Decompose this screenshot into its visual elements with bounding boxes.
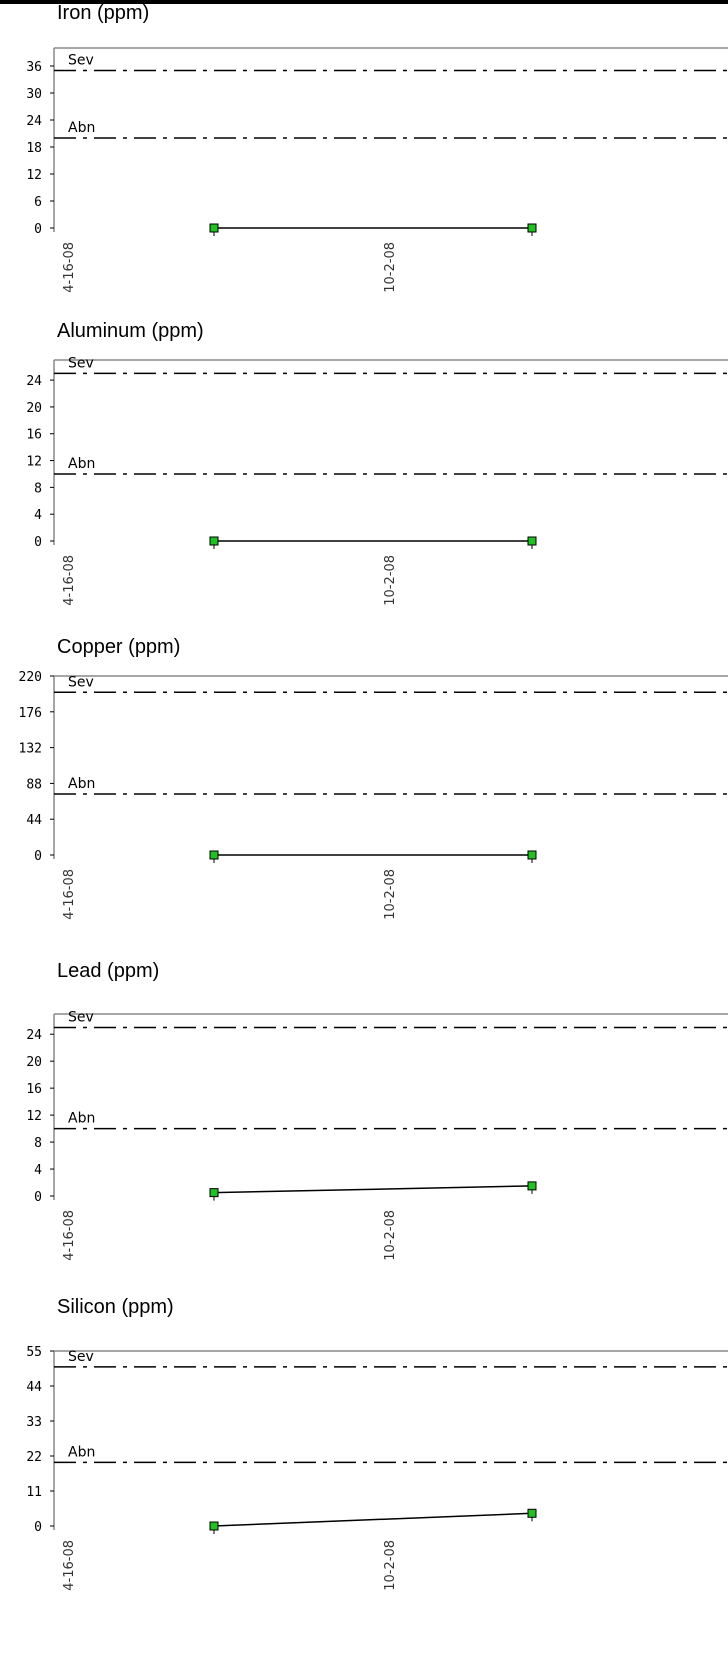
y-tick-label: 20: [26, 401, 42, 416]
y-tick-label: 0: [34, 1520, 42, 1535]
aluminum-chart: 0 4 8 12 16 20 24 Sev Abn 4-16-08 10-2-08: [26, 355, 728, 606]
x-tick-label: 10-2-08: [383, 1210, 398, 1261]
y-tick-label: 0: [34, 849, 42, 864]
y-tick-label: 4: [34, 508, 42, 523]
y-tick-label: 30: [26, 87, 42, 102]
data-point: [209, 850, 219, 860]
limit-label-sev: Sev: [68, 1349, 94, 1365]
y-tick-label: 4: [34, 1163, 42, 1178]
silicon-chart-panel: Silicon (ppm) 0 11 22 33 44 55 Sev Abn 4-16-08 10…: [0, 1290, 728, 1616]
limit-label-abn: Abn: [68, 776, 95, 792]
silicon-chart: 0 11 22 33 44 55 Sev Abn 4-16-08 10-2-08: [26, 1345, 728, 1591]
y-tick-label: 88: [26, 777, 42, 792]
x-tick-label: 4-16-08: [62, 869, 77, 920]
y-tick-label: 16: [26, 1082, 42, 1097]
x-tick-label: 10-2-08: [383, 1540, 398, 1591]
y-tick-label: 11: [26, 1485, 42, 1500]
x-tick-label: 10-2-08: [383, 869, 398, 920]
series-line: [213, 1185, 533, 1194]
y-tick-label: 6: [34, 195, 42, 210]
series-line: [213, 1512, 533, 1527]
y-tick-label: 0: [34, 535, 42, 550]
aluminum-chart-panel: Aluminum (ppm) 0 4 8 12 16 20 24 Sev Abn 4-16-08 1…: [0, 312, 728, 638]
limit-label-abn: Abn: [68, 456, 95, 472]
data-point: [527, 1181, 537, 1191]
iron-chart: 0 6 12 18 24 30 36 Sev Abn 4-16-08 10-2-08: [26, 47, 728, 293]
y-tick-label: 8: [34, 481, 42, 496]
y-tick-label: 24: [26, 374, 42, 389]
y-tick-label: 132: [19, 742, 42, 757]
chart-title: Aluminum (ppm): [57, 320, 204, 342]
y-tick-label: 55: [26, 1345, 42, 1360]
limit-label-abn: Abn: [68, 1111, 95, 1127]
x-tick-label: 4-16-08: [62, 242, 77, 293]
y-tick-label: 24: [26, 1028, 42, 1043]
x-tick-label: 4-16-08: [62, 1210, 77, 1261]
y-tick-label: 16: [26, 428, 42, 443]
y-tick-label: 18: [26, 141, 42, 156]
y-tick-label: 24: [26, 114, 42, 129]
top-border: [0, 0, 728, 4]
copper-chart: 0 44 88 132 176 220 Sev Abn 4-16-08 10-2-08: [19, 670, 728, 920]
x-tick-label: 10-2-08: [383, 242, 398, 293]
y-tick-label: 22: [26, 1450, 42, 1465]
data-point: [209, 1521, 219, 1531]
chart-title: Copper (ppm): [57, 636, 181, 658]
y-tick-label: 8: [34, 1136, 42, 1151]
x-tick-label: 10-2-08: [383, 555, 398, 606]
data-point: [527, 850, 537, 860]
lead-chart: 0 4 8 12 16 20 24 Sev Abn 4-16-08 10-2-08: [26, 1009, 728, 1261]
iron-chart-panel: Iron (ppm) 0 6 12 18 24 30 36 Sev Abn 4-16-08 10-2…: [0, 0, 728, 326]
y-tick-label: 12: [26, 455, 42, 470]
data-point: [527, 536, 537, 546]
limit-label-abn: Abn: [68, 1444, 95, 1460]
limit-label-sev: Sev: [68, 674, 94, 690]
chart-title: Lead (ppm): [57, 960, 160, 982]
data-point: [527, 223, 537, 233]
x-tick-label: 4-16-08: [62, 555, 77, 606]
limit-label-sev: Sev: [68, 53, 94, 69]
chart-title: Iron (ppm): [57, 2, 150, 24]
data-point: [209, 536, 219, 546]
y-tick-label: 0: [34, 1190, 42, 1205]
x-tick-label: 4-16-08: [62, 1540, 77, 1591]
lead-chart-panel: Lead (ppm) 0 4 8 12 16 20 24 Sev Abn 4-16-08 10-2-…: [0, 954, 728, 1280]
data-point: [209, 1188, 219, 1198]
y-tick-label: 12: [26, 1109, 42, 1124]
limit-label-abn: Abn: [68, 120, 95, 136]
data-point: [527, 1508, 537, 1518]
y-tick-label: 44: [26, 813, 42, 828]
chart-title: Silicon (ppm): [57, 1296, 174, 1318]
copper-chart-panel: Copper (ppm) 0 44 88 132 176 220 Sev Abn 4-16-08…: [0, 628, 728, 954]
y-tick-label: 220: [19, 670, 42, 685]
limit-label-sev: Sev: [68, 355, 94, 371]
limit-label-sev: Sev: [68, 1009, 94, 1025]
data-point: [209, 223, 219, 233]
y-tick-label: 0: [34, 222, 42, 237]
y-tick-label: 176: [19, 706, 42, 721]
y-tick-label: 33: [26, 1415, 42, 1430]
y-tick-label: 20: [26, 1055, 42, 1070]
y-tick-label: 44: [26, 1380, 42, 1395]
y-tick-label: 36: [26, 60, 42, 75]
y-tick-label: 12: [26, 168, 42, 183]
